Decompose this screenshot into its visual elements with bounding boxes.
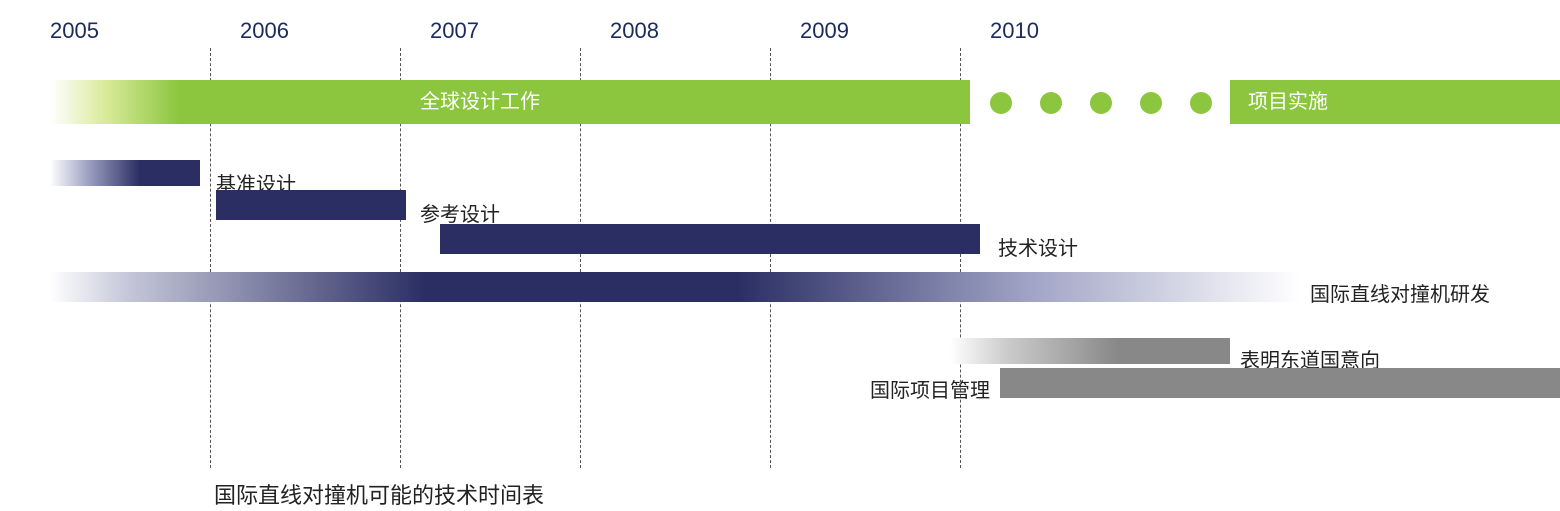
bar-label-global-design: 全球设计工作 (420, 80, 540, 124)
bar-baseline-design (50, 160, 200, 186)
year-label-2010: 2010 (990, 18, 1039, 44)
year-label-2009: 2009 (800, 18, 849, 44)
bar-intl-mgmt (1000, 368, 1560, 398)
bar-label-ilc-rd: 国际直线对撞机研发 (1310, 278, 1490, 307)
timeline-chart: 200520062007200820092010全球设计工作项目实施基准设计参考… (0, 0, 1560, 511)
bar-label-project-impl: 项目实施 (1248, 80, 1328, 124)
bar-technical-design (440, 224, 980, 254)
transition-dots (990, 92, 1262, 114)
dot (1090, 92, 1112, 114)
year-label-2006: 2006 (240, 18, 289, 44)
year-label-2005: 2005 (50, 18, 99, 44)
bar-label-intl-mgmt: 国际项目管理 (870, 374, 990, 403)
bar-host-intent (950, 338, 1230, 364)
chart-caption: 国际直线对撞机可能的技术时间表 (214, 478, 544, 510)
bar-reference-design (216, 190, 406, 220)
bar-ilc-rd (50, 272, 1300, 302)
dot (1040, 92, 1062, 114)
dot (1190, 92, 1212, 114)
bar-label-reference-design: 参考设计 (420, 198, 500, 227)
bar-label-technical-design: 技术设计 (998, 232, 1078, 261)
year-label-2008: 2008 (610, 18, 659, 44)
year-label-2007: 2007 (430, 18, 479, 44)
dot (1140, 92, 1162, 114)
dot (990, 92, 1012, 114)
